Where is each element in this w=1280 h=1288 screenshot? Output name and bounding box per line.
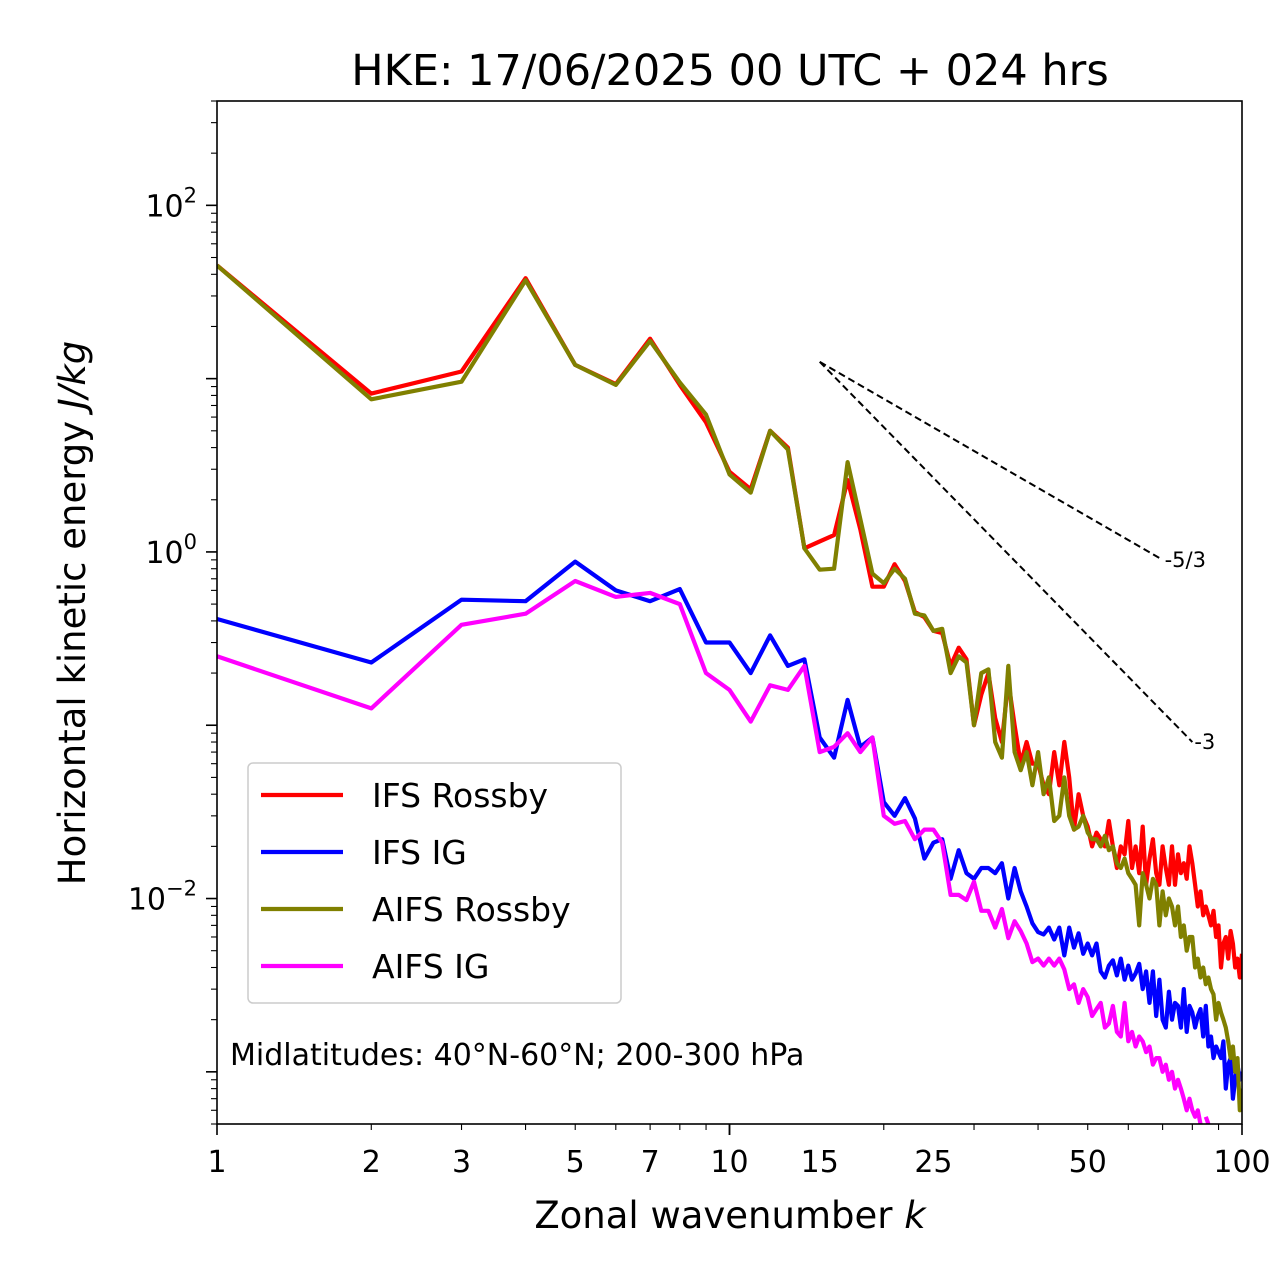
x-tick-label: 2 [362,1145,381,1180]
y-tick-label: 10−2 [128,877,197,918]
legend-label: AIFS IG [372,947,489,986]
y-tick-label: 102 [145,183,197,224]
reference-slope-label: -3 [1194,730,1215,754]
x-axis-label: Zonal wavenumber k [534,1194,927,1237]
legend: IFS Rossby IFS IG AIFS Rossby AIFS IG [247,762,622,1004]
x-tick-label: 5 [566,1145,585,1180]
y-axis-ticks: 10−2 100 102 [128,100,217,1125]
reference-slope-lines [819,360,1194,743]
y-axis-label: Horizontal kinetic energy J/kg [51,341,94,885]
x-tick-label: 3 [452,1145,471,1180]
x-tick-label: 25 [914,1145,952,1180]
x-tick-label: 7 [641,1145,660,1180]
x-tick-label: 10 [710,1145,748,1180]
x-tick-label: 50 [1069,1145,1107,1180]
reference-slope-labels: -5/3 -3 [1165,548,1216,754]
legend-label: AIFS Rossby [372,890,571,929]
series-lines [217,263,1242,1124]
x-tick-label: 100 [1213,1145,1270,1180]
legend-box [247,762,622,1004]
series-line-aifs-ig [217,578,1211,1124]
x-axis-ticks: 1 2 3 5 7 10 15 25 50 100 [207,1124,1271,1180]
chart-title: HKE: 17/06/2025 00 UTC + 024 hrs [351,46,1108,96]
region-annotation: Midlatitudes: 40°N-60°N; 200-300 hPa [230,1038,804,1073]
y-tick-label: 100 [145,530,197,571]
series-line-ifs-ig [217,559,1242,1101]
legend-label: IFS IG [372,833,467,872]
legend-label: IFS Rossby [372,776,548,815]
x-tick-label: 15 [801,1145,839,1180]
x-tick-label: 1 [207,1145,226,1180]
series-line-aifs-rossby [217,263,1242,1113]
reference-slope-label: -5/3 [1165,548,1206,572]
reference-slope-line [819,361,1194,743]
